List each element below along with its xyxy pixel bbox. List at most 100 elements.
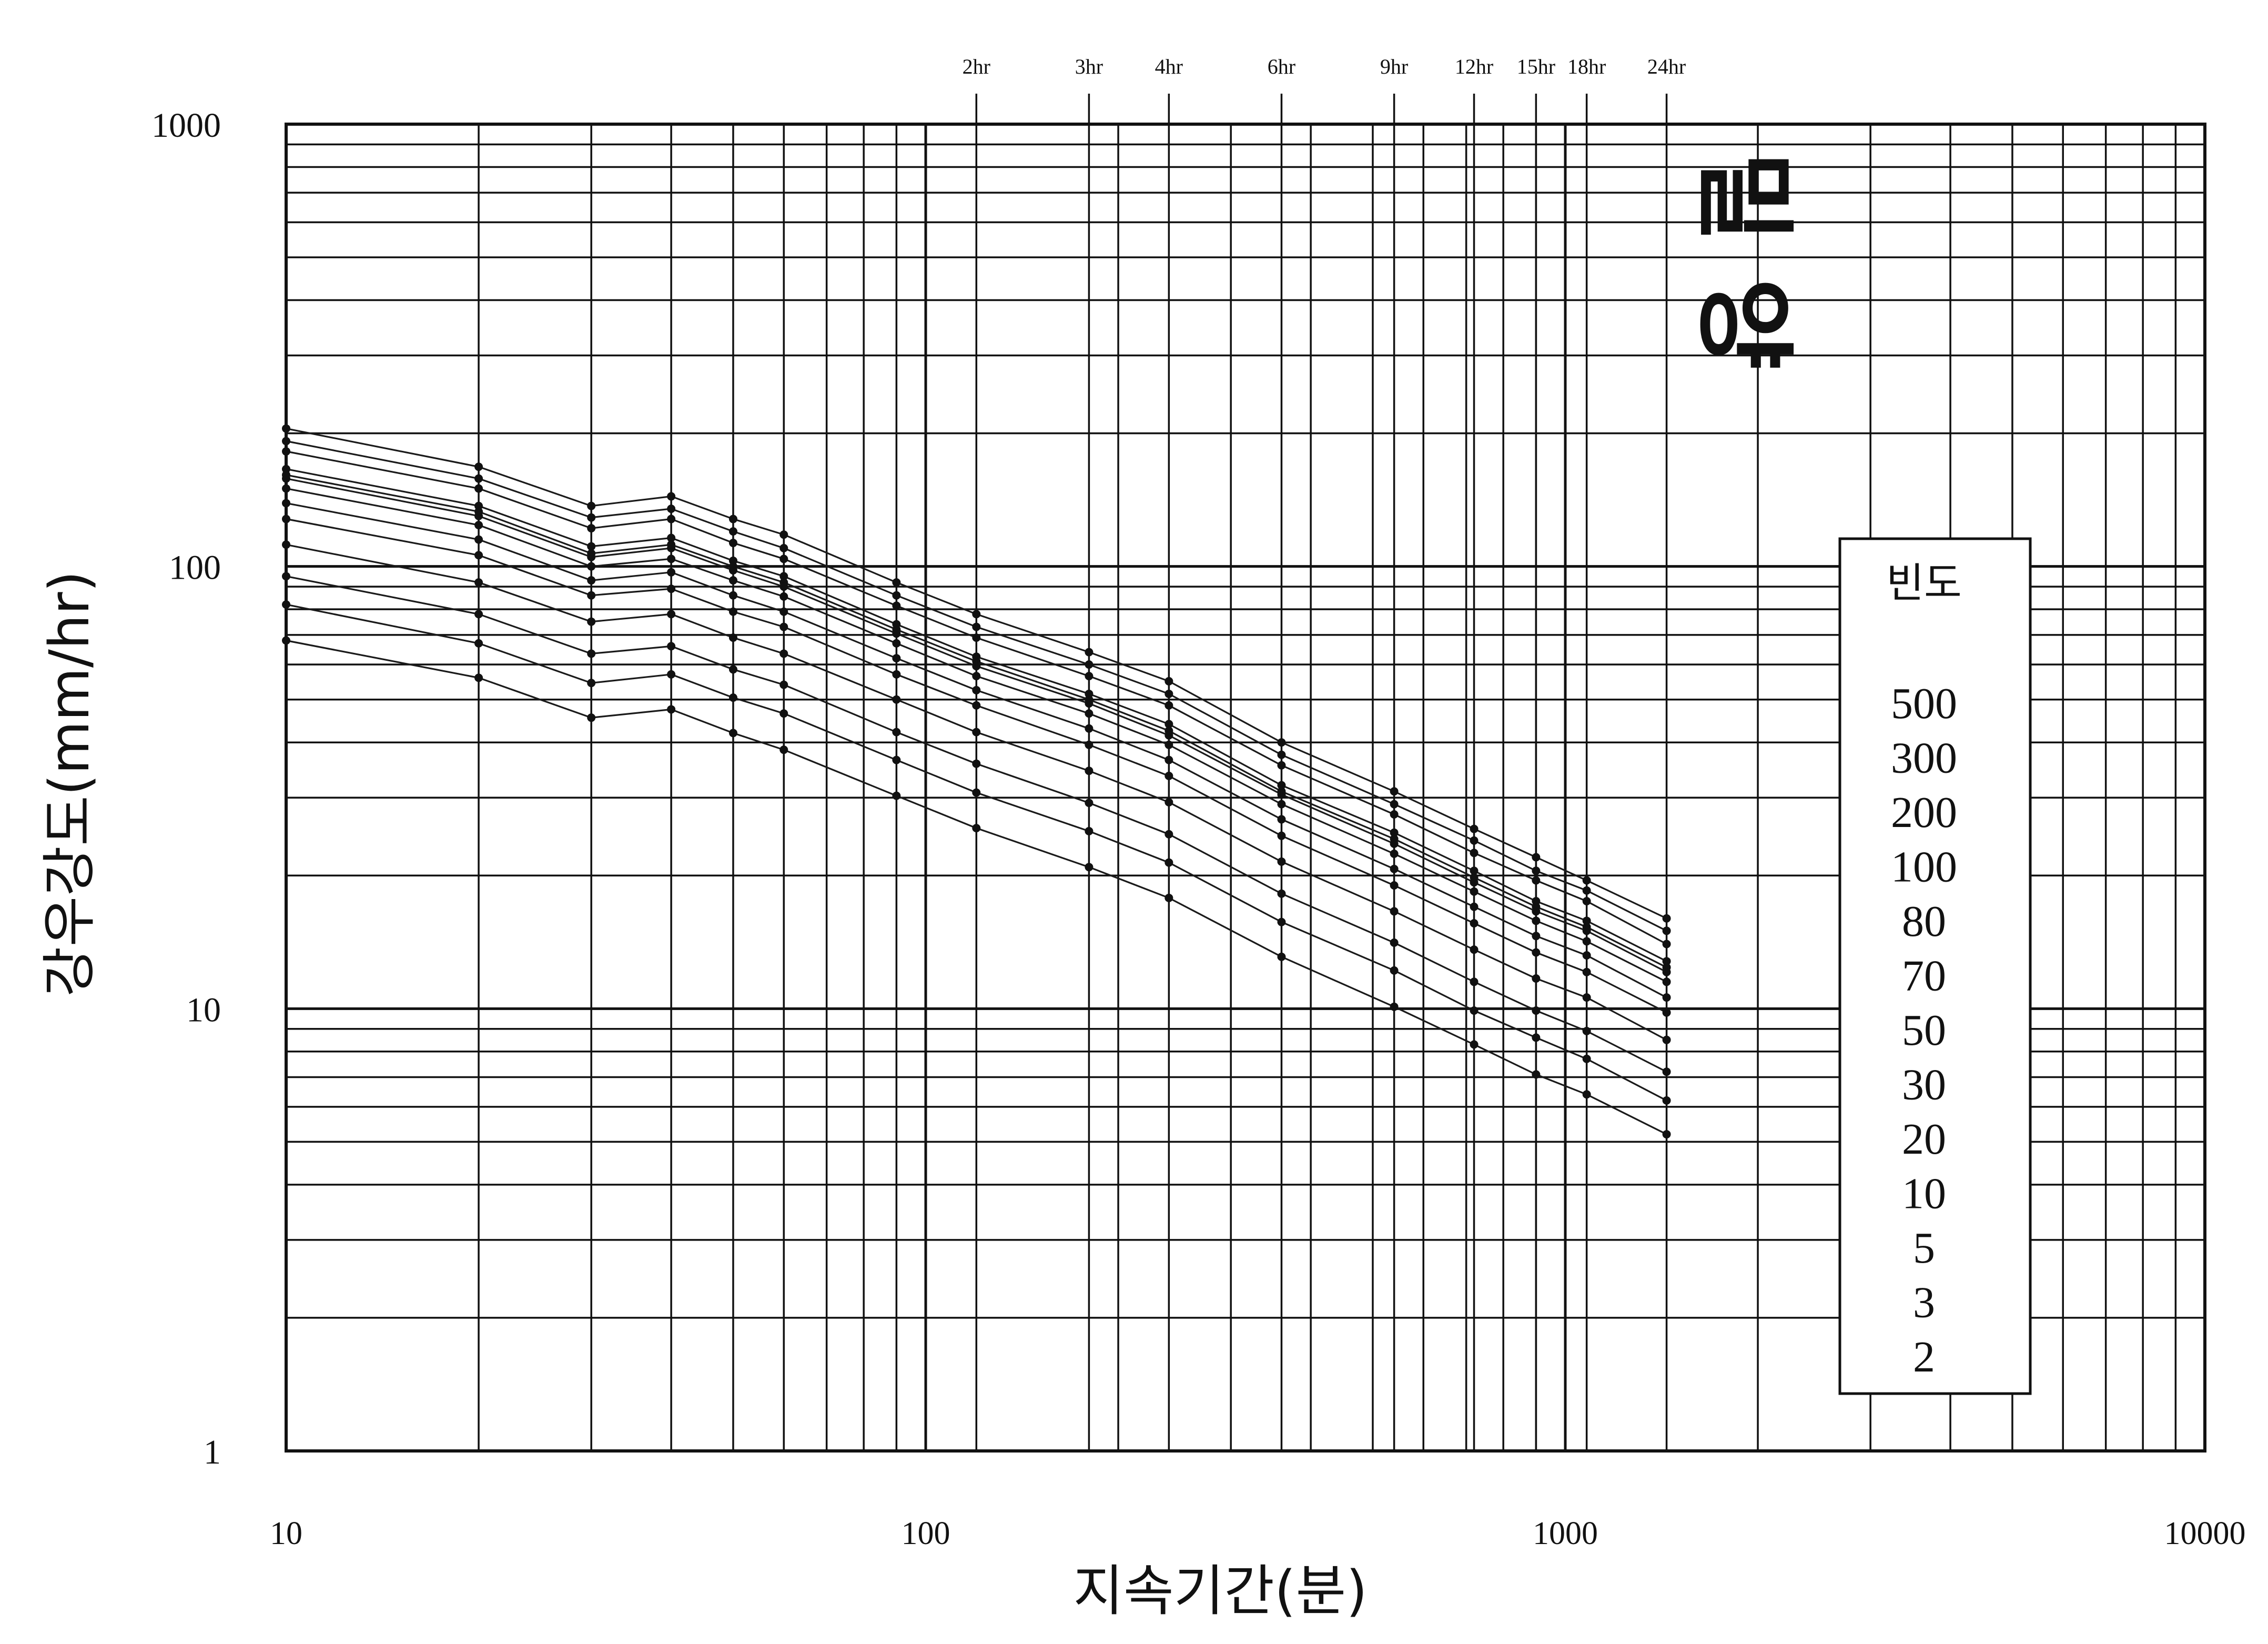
data-point <box>474 610 483 619</box>
plot-frame <box>285 123 2206 1453</box>
legend-entry: 100 <box>1891 843 1957 892</box>
data-point <box>587 542 596 551</box>
data-point <box>728 693 737 702</box>
data-point <box>587 679 596 688</box>
data-point <box>779 592 788 601</box>
series-line <box>286 478 1667 973</box>
series-3 <box>282 600 1671 1105</box>
data-point <box>667 642 676 651</box>
x-tick-label: 10 <box>270 1516 302 1551</box>
data-point <box>779 530 788 539</box>
data-point <box>892 654 901 663</box>
legend-entry: 30 <box>1902 1061 1946 1110</box>
series-line <box>286 575 1667 1073</box>
data-point <box>587 576 596 585</box>
legend-title: 빈도 <box>1886 560 1962 607</box>
data-point <box>587 524 596 533</box>
data-point <box>587 513 596 522</box>
data-point <box>779 680 788 689</box>
series-layer <box>282 424 1671 1139</box>
data-point <box>728 515 737 523</box>
legend-entry: 200 <box>1891 788 1957 837</box>
data-point <box>474 639 483 648</box>
legend-entry: 5 <box>1913 1224 1935 1273</box>
legend-entry: 20 <box>1902 1115 1946 1164</box>
legend-entry: 2 <box>1913 1333 1935 1381</box>
series-line <box>286 468 1667 962</box>
data-point <box>667 492 676 501</box>
legend-entry: 80 <box>1902 897 1946 946</box>
series-300 <box>282 437 1671 935</box>
legend-box <box>1838 537 2032 1395</box>
legend-entry: 3 <box>1913 1278 1935 1327</box>
data-point <box>892 591 901 600</box>
data-point <box>728 607 737 616</box>
data-point <box>667 543 676 552</box>
series-30 <box>282 499 1671 1002</box>
series-line <box>286 502 1667 998</box>
series-10 <box>282 540 1671 1044</box>
data-point <box>779 582 788 591</box>
duration-marker-label: 2hr <box>963 55 990 78</box>
series-line <box>286 639 1667 1135</box>
data-point <box>667 705 676 714</box>
legend-entry: 10 <box>1902 1169 1946 1218</box>
legend-entry: 50 <box>1902 1006 1946 1055</box>
data-point <box>587 552 596 561</box>
data-point <box>728 576 737 585</box>
data-point <box>892 629 901 638</box>
data-point <box>892 578 901 587</box>
series-line <box>286 450 1667 945</box>
data-point <box>728 566 737 575</box>
data-point <box>474 474 483 483</box>
chart-title: 밀 양 <box>1686 151 1802 370</box>
y-tick-label: 100 <box>169 549 221 587</box>
duration-marker-label: 24hr <box>1647 55 1686 78</box>
data-point <box>779 709 788 718</box>
data-point <box>892 695 901 704</box>
data-point <box>779 745 788 754</box>
data-point <box>587 501 596 510</box>
data-point <box>667 515 676 523</box>
x-tick-label: 100 <box>902 1516 950 1551</box>
legend: 빈도 500 300 200 100 80 70 50 30 20 10 5 3 2 <box>1838 537 2032 1395</box>
data-point <box>667 533 676 542</box>
x-tick-label: 1000 <box>1533 1516 1598 1551</box>
data-point <box>779 649 788 658</box>
data-point <box>587 713 596 722</box>
data-point <box>587 562 596 571</box>
series-200 <box>282 447 1671 949</box>
series-20 <box>282 515 1671 1017</box>
y-tick-label: 1000 <box>151 106 221 145</box>
data-point <box>587 617 596 626</box>
duration-marker-label: 15hr <box>1517 55 1555 78</box>
y-tick-label: 10 <box>186 991 221 1029</box>
legend-entry: 500 <box>1891 679 1957 728</box>
data-point <box>667 670 676 679</box>
series-line <box>286 543 1667 1041</box>
data-point <box>587 649 596 658</box>
data-point <box>474 551 483 560</box>
data-point <box>779 572 788 581</box>
data-point <box>474 673 483 682</box>
y-tick-label: 1 <box>204 1433 221 1471</box>
data-point <box>667 505 676 513</box>
legend-items: 500 300 200 100 80 70 50 30 20 10 5 3 2 <box>1891 679 1957 1381</box>
duration-marker-label: 12hr <box>1455 55 1493 78</box>
data-point <box>728 633 737 642</box>
data-point <box>667 584 676 593</box>
data-point <box>892 601 901 610</box>
x-tick-label: 10000 <box>2164 1516 2246 1551</box>
duration-marker-label: 6hr <box>1268 55 1295 78</box>
data-point <box>667 610 676 619</box>
data-point <box>892 728 901 737</box>
data-point <box>587 591 596 600</box>
data-point <box>728 665 737 674</box>
data-point <box>779 543 788 552</box>
data-point <box>474 462 483 471</box>
series-line <box>286 488 1667 983</box>
duration-marker-label: 3hr <box>1075 55 1103 78</box>
data-point <box>892 639 901 648</box>
